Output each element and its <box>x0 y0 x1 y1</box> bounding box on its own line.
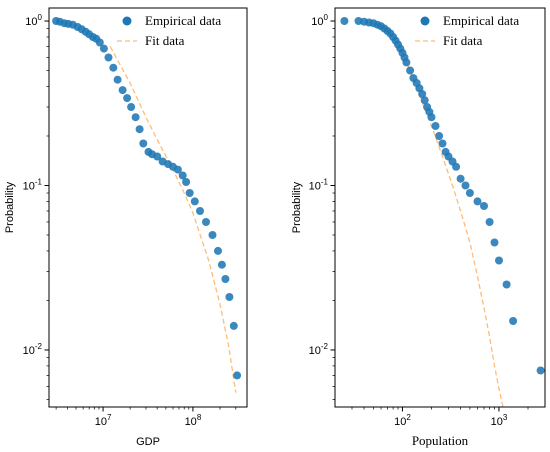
empirical-data-point <box>456 174 465 183</box>
y-tick-base: 10 <box>23 180 35 192</box>
legend-label-fit: Fit data <box>145 33 185 48</box>
x-tick-base: 10 <box>95 416 107 428</box>
empirical-data-point <box>178 171 187 180</box>
empirical-data-point <box>131 113 140 122</box>
empirical-data-point <box>118 86 127 95</box>
y-tick-base: 10 <box>23 345 35 357</box>
empirical-data-point <box>431 122 440 130</box>
empirical-data-point <box>229 321 238 330</box>
y-tick-exponent: -1 <box>321 177 329 186</box>
y-tick-label: 10-2 <box>309 342 329 357</box>
empirical-data-point <box>221 275 230 283</box>
empirical-data-point <box>233 371 242 380</box>
y-tick-exponent: -2 <box>35 342 43 351</box>
x-axis-label: GDP <box>136 436 160 448</box>
y-tick-base: 10 <box>311 16 323 28</box>
legend-marker-empirical <box>122 16 132 26</box>
empirical-data-point <box>225 293 234 301</box>
empirical-data-point <box>461 181 470 190</box>
empirical-data-point <box>485 218 494 226</box>
legend-label-empirical: Empirical data <box>145 13 221 28</box>
x-tick-label: 108 <box>185 413 202 428</box>
empirical-data-point <box>420 96 429 105</box>
legend: Empirical data Fit data <box>117 13 221 48</box>
y-tick-base: 10 <box>25 16 37 28</box>
empirical-data-point <box>127 103 136 111</box>
empirical-data-point <box>509 317 518 325</box>
y-tick-label: 10-2 <box>23 342 43 357</box>
y-axis-label: Probability <box>4 181 16 233</box>
empirical-data-point <box>208 231 217 239</box>
empirical-data-point <box>418 90 427 98</box>
empirical-data-point <box>435 132 444 140</box>
x-tick-base: 10 <box>491 416 503 428</box>
empirical-data-point <box>495 256 503 265</box>
empirical-data-point <box>104 53 113 62</box>
empirical-data-point <box>153 152 162 161</box>
y-axis-label: Probability <box>291 181 303 233</box>
empirical-data-point <box>214 246 222 255</box>
chart-panel-2: 102 10310010-110-2PopulationProbabilityEm… <box>291 7 546 448</box>
x-tick-exponent: 8 <box>197 413 202 422</box>
empirical-data-point <box>196 207 204 215</box>
plot-frame <box>48 7 248 408</box>
empirical-data-point <box>139 139 148 148</box>
legend: Empirical data Fit data <box>415 13 519 48</box>
empirical-data-point <box>480 202 488 210</box>
empirical-data-point <box>113 75 122 84</box>
x-tick-label: 102 <box>394 413 411 428</box>
legend-label-empirical: Empirical data <box>443 13 519 28</box>
empirical-data-point <box>536 366 545 375</box>
y-tick-label: 10-1 <box>23 177 43 192</box>
y-tick-base: 10 <box>309 180 321 192</box>
y-tick-label: 100 <box>311 13 328 28</box>
empirical-data-point <box>427 113 436 122</box>
x-tick-exponent: 3 <box>503 413 508 422</box>
empirical-data-point <box>406 66 415 75</box>
y-tick-exponent: 0 <box>38 13 43 22</box>
fit-data-line <box>109 46 237 393</box>
empirical-data-point <box>490 238 499 247</box>
chart-panel-1: 107 10810010-110-2GDPProbabilityEmpirical… <box>4 7 248 448</box>
x-tick-exponent: 2 <box>406 413 411 422</box>
empirical-data-point <box>452 162 461 171</box>
empirical-data-point <box>217 260 226 269</box>
empirical-data-point <box>473 197 482 206</box>
empirical-data-point <box>173 165 182 174</box>
empirical-data-point <box>465 189 474 197</box>
y-tick-exponent: 0 <box>324 13 329 22</box>
empirical-data-point <box>202 218 210 226</box>
x-tick-label: 103 <box>491 413 508 428</box>
empirical-data-point <box>123 94 132 103</box>
plot-frame <box>334 7 546 408</box>
y-tick-exponent: -1 <box>35 177 43 186</box>
x-tick-base: 10 <box>185 416 197 428</box>
x-tick-label: 107 <box>95 413 112 428</box>
empirical-data-point <box>135 125 144 134</box>
empirical-data-point <box>95 38 104 47</box>
empirical-data-point <box>402 58 411 67</box>
legend-label-fit: Fit data <box>443 33 483 48</box>
y-tick-base: 10 <box>309 345 321 357</box>
empirical-data-point <box>185 189 194 197</box>
y-tick-exponent: -2 <box>321 342 329 351</box>
empirical-data-point <box>190 197 199 206</box>
empirical-data-point <box>438 139 447 148</box>
x-axis-label: Population <box>412 433 469 448</box>
empirical-data-point <box>99 44 108 53</box>
empirical-data-point <box>340 17 349 25</box>
empirical-data-point <box>182 178 191 186</box>
x-tick-exponent: 7 <box>107 413 112 422</box>
empirical-data-point <box>502 280 511 289</box>
legend-marker-empirical <box>420 16 430 26</box>
x-tick-base: 10 <box>394 416 406 428</box>
y-tick-label: 100 <box>25 13 42 28</box>
y-tick-label: 10-1 <box>309 177 329 192</box>
empirical-data-point <box>109 63 118 72</box>
